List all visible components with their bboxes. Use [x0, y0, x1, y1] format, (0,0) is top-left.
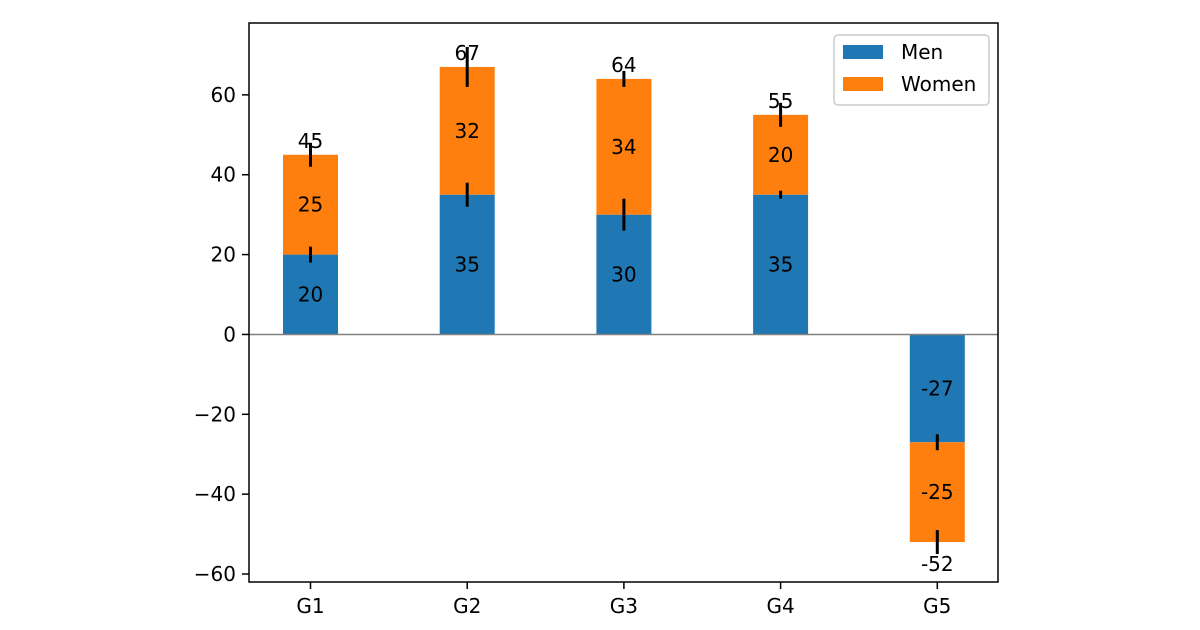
x-tick-label: G5	[923, 594, 951, 618]
bar-value-label: 30	[611, 263, 636, 287]
x-tick-label: G2	[453, 594, 481, 618]
bar-women-g3	[596, 78, 652, 215]
y-tick-label: 20	[211, 243, 236, 267]
bar-women-g1	[283, 154, 338, 255]
errorbars-layer	[309, 46, 939, 555]
bar-total-label: 67	[454, 41, 479, 65]
bar-men-g5	[909, 334, 965, 443]
x-axis: G1 G2 G3 G4 G5	[296, 582, 951, 618]
y-axis: −60 −40 −20 0 20 40 60	[194, 83, 249, 586]
bar-total-label: 45	[298, 129, 323, 153]
bar-value-label: 25	[298, 193, 323, 217]
bar-labels-layer: 20 25 45 35 32 67 30 34 64 35 20 55 -27 -25 -52	[298, 41, 954, 576]
bar-value-label: 35	[768, 253, 793, 277]
y-tick-label: 0	[223, 322, 236, 346]
legend-swatch-men	[843, 45, 883, 59]
bar-value-label: -27	[921, 376, 954, 400]
y-tick-label: 60	[211, 83, 236, 107]
bar-value-label: 35	[454, 253, 479, 277]
bar-value-label: 34	[611, 135, 636, 159]
legend-swatch-women	[843, 77, 883, 91]
bar-total-label: -52	[921, 552, 954, 576]
bar-value-label: -25	[921, 480, 954, 504]
y-tick-label: −20	[194, 402, 236, 426]
y-tick-label: −40	[194, 482, 236, 506]
bar-value-label: 32	[454, 119, 479, 143]
x-tick-label: G4	[766, 594, 794, 618]
bar-men-g2	[439, 194, 495, 335]
x-tick-label: G1	[296, 594, 324, 618]
bar-total-label: 64	[611, 53, 636, 77]
x-tick-label: G3	[610, 594, 638, 618]
y-tick-label: −60	[194, 562, 236, 586]
legend-label-men: Men	[901, 40, 943, 64]
bar-men-g3	[596, 214, 652, 335]
legend: Men Women	[833, 34, 990, 106]
bar-women-g2	[439, 66, 495, 195]
bar-value-label: 20	[768, 143, 793, 167]
bar-women-g5	[909, 442, 965, 543]
legend-label-women: Women	[901, 72, 976, 96]
bars-layer	[283, 66, 965, 543]
bar-men-g4	[753, 194, 809, 335]
bar-value-label: 20	[298, 283, 323, 307]
bar-total-label: 55	[768, 89, 793, 113]
y-tick-label: 40	[211, 163, 236, 187]
bar-men-g1	[283, 254, 338, 335]
bar-women-g4	[753, 114, 809, 195]
